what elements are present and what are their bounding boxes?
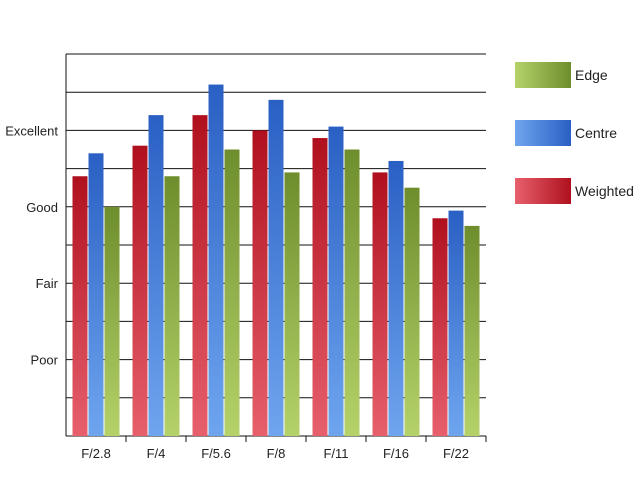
bar-weighted-f4	[132, 145, 148, 436]
bar-centre-f28	[88, 153, 104, 436]
bar-centre-f56	[208, 84, 224, 436]
y-tick-label-poor: Poor	[31, 353, 59, 368]
bar-centre-f16	[388, 160, 404, 436]
legend-label-centre: Centre	[575, 125, 617, 141]
bar-edge-f8	[284, 172, 300, 437]
legend-swatch-weighted	[515, 178, 571, 204]
x-tick-label: F/22	[443, 446, 469, 461]
bar-edge-f4	[164, 176, 180, 437]
x-tick-label: F/8	[267, 446, 286, 461]
y-tick-label-excellent: Excellent	[5, 123, 58, 138]
legend-label-edge: Edge	[575, 67, 608, 83]
bar-edge-f28	[104, 206, 120, 436]
y-tick-label-fair: Fair	[36, 276, 59, 291]
bar-edge-f11	[344, 149, 360, 436]
x-tick-label: F/5.6	[201, 446, 231, 461]
bars	[72, 84, 480, 437]
y-tick-label-good: Good	[26, 200, 58, 215]
bar-edge-f22	[464, 225, 480, 436]
legend-swatch-centre	[515, 120, 571, 146]
x-tick-label: F/4	[147, 446, 166, 461]
bar-weighted-f16	[372, 172, 388, 437]
y-tick-labels: Poor Fair Good Excellent	[5, 123, 58, 367]
x-tick-label: F/2.8	[81, 446, 111, 461]
x-tick-label: F/16	[383, 446, 409, 461]
bar-edge-f56	[224, 149, 240, 436]
legend: Edge Centre Weighted	[515, 62, 634, 204]
bar-weighted-f11	[312, 138, 328, 437]
x-tick-label: F/11	[323, 446, 348, 461]
legend-label-weighted: Weighted	[575, 183, 634, 199]
bar-centre-f8	[268, 99, 284, 436]
bar-weighted-f56	[192, 115, 208, 437]
bar-centre-f22	[448, 210, 464, 436]
bar-weighted-f22	[432, 218, 448, 436]
legend-swatch-edge	[515, 62, 571, 88]
bar-centre-f4	[148, 115, 164, 437]
bar-edge-f16	[404, 187, 420, 436]
bar-centre-f11	[328, 126, 344, 436]
x-tick-labels: F/2.8 F/4 F/5.6 F/8 F/11 F/16 F/22	[81, 436, 487, 461]
bar-weighted-f8	[252, 130, 268, 436]
bar-weighted-f28	[72, 176, 88, 437]
